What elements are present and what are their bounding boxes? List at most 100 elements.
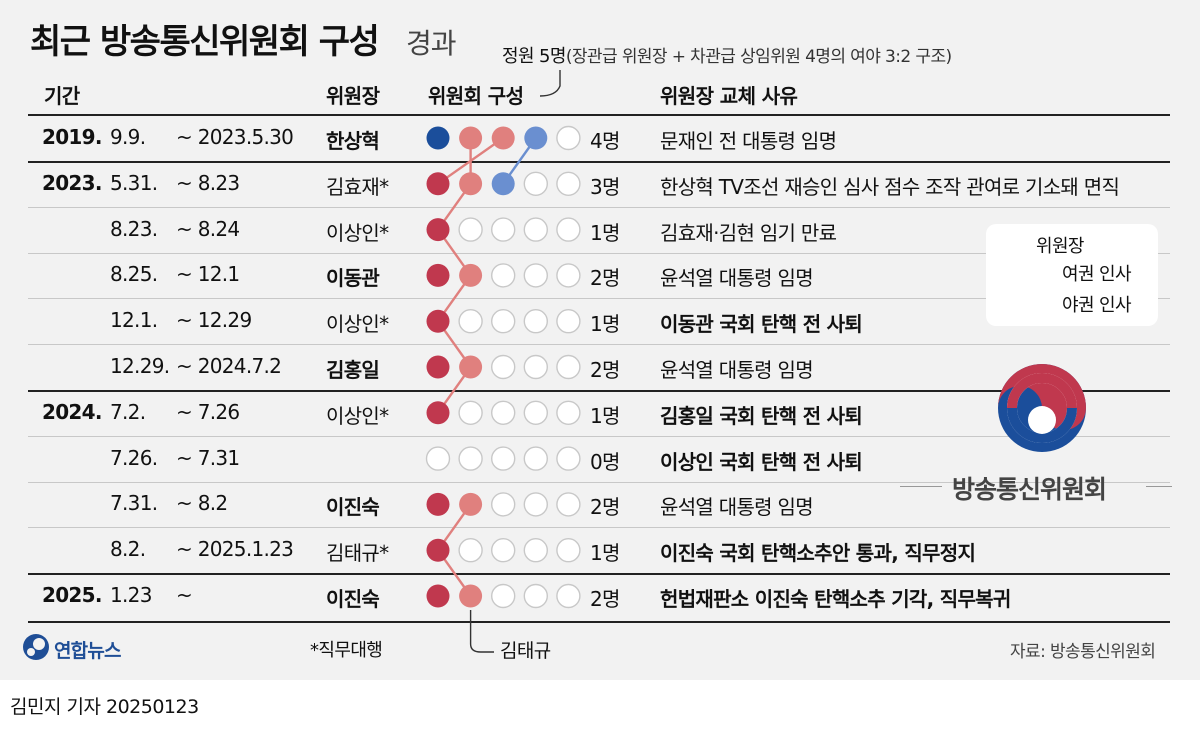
chair-seat-circle bbox=[426, 355, 450, 379]
row-end: ~ 2025.1.23 bbox=[176, 537, 294, 562]
row-chair: 한상혁 bbox=[326, 129, 380, 153]
empty-seat-circle bbox=[491, 354, 516, 380]
member-seat-circle bbox=[459, 263, 483, 287]
row-chair: 이상인* bbox=[326, 220, 389, 245]
row-count: 1명 bbox=[590, 312, 620, 337]
member-seat-circle bbox=[459, 584, 483, 608]
yonhap-name: 연합뉴스 bbox=[54, 640, 122, 662]
row-year: 2024. bbox=[42, 399, 102, 424]
row-reason: 윤석열 대통령 임명 bbox=[660, 495, 814, 520]
capacity-label: 정원 5명 bbox=[502, 46, 566, 67]
row-count: 2명 bbox=[590, 587, 620, 611]
empty-seat-circle bbox=[491, 538, 516, 563]
row-rule bbox=[28, 344, 1170, 346]
row-reason: 윤석열 대통령 임명 bbox=[660, 266, 814, 291]
empty-seat-circle bbox=[491, 583, 516, 609]
byline: 김민지 기자 20250123 bbox=[10, 696, 199, 718]
row-chair: 이진숙 bbox=[326, 587, 380, 611]
empty-seat-circle bbox=[523, 263, 548, 288]
empty-seat-circle bbox=[491, 309, 516, 334]
page-title-suffix: 경과 bbox=[406, 27, 457, 60]
member-seat-circle bbox=[459, 492, 483, 516]
row-end: ~ 12.29 bbox=[176, 308, 252, 333]
row-rule bbox=[28, 206, 1170, 208]
row-reason: 김효재·김현 임기 만료 bbox=[660, 220, 837, 245]
empty-seat-circle bbox=[523, 446, 548, 471]
legend-opposition-label: 야권 인사 bbox=[1062, 295, 1132, 316]
row-chair: 김효재* bbox=[326, 174, 389, 199]
member-seat-circle bbox=[524, 126, 548, 150]
row-start: 7.2. bbox=[110, 399, 146, 424]
row-reason: 이상인 국회 탄핵 전 사퇴 bbox=[660, 449, 863, 474]
page-title: 최근 방송통신위원회 구성 bbox=[30, 22, 380, 62]
chair-seat-circle bbox=[426, 538, 450, 562]
empty-seat-circle bbox=[556, 309, 581, 334]
callout-name: 김태규 bbox=[500, 640, 551, 662]
row-end: ~ 12.1 bbox=[176, 262, 240, 287]
acting-note: *직무대행 bbox=[310, 640, 383, 661]
empty-seat-circle bbox=[556, 492, 581, 517]
row-end: ~ bbox=[176, 583, 193, 607]
row-rule bbox=[28, 481, 1170, 483]
row-end: ~ 2023.5.30 bbox=[176, 125, 294, 149]
empty-seat-circle bbox=[491, 217, 516, 242]
row-end: ~ 8.24 bbox=[176, 216, 240, 241]
empty-seat-circle bbox=[491, 263, 516, 288]
row-reason: 이동관 국회 탄핵 전 사퇴 bbox=[660, 312, 863, 337]
row-count: 0명 bbox=[590, 449, 620, 474]
row-reason: 이진숙 국회 탄핵소추안 통과, 직무정지 bbox=[660, 541, 976, 566]
member-seat-circle bbox=[459, 172, 483, 196]
row-count: 1명 bbox=[590, 220, 620, 245]
yonhap-logo-icon bbox=[23, 634, 49, 660]
row-count: 2명 bbox=[590, 495, 620, 520]
row-count: 3명 bbox=[590, 174, 620, 199]
row-end: ~ 7.31 bbox=[176, 445, 240, 470]
row-start: 5.31. bbox=[110, 170, 158, 195]
capacity-detail: (장관급 위원장 + 차관급 상임위원 4명의 여야 3:2 구조) bbox=[565, 47, 952, 67]
empty-seat-circle bbox=[458, 538, 483, 563]
legend-chair-label: 위원장 bbox=[1036, 236, 1084, 257]
row-end: ~ 2024.7.2 bbox=[176, 354, 282, 378]
empty-seat-circle bbox=[556, 171, 581, 197]
row-count: 2명 bbox=[590, 266, 620, 291]
table-bottom-rule bbox=[28, 620, 1170, 623]
empty-seat-circle bbox=[425, 446, 451, 471]
header-period: 기간 bbox=[44, 84, 80, 108]
empty-seat-circle bbox=[491, 446, 516, 471]
row-chair: 이동관 bbox=[326, 266, 380, 291]
row-count: 1명 bbox=[590, 403, 620, 428]
empty-seat-circle bbox=[556, 217, 581, 242]
header-chair: 위원장 bbox=[326, 84, 380, 108]
row-reason: 문재인 전 대통령 임명 bbox=[660, 129, 837, 153]
chair-seat-circle bbox=[426, 126, 450, 150]
empty-seat-circle bbox=[523, 171, 548, 197]
row-rule bbox=[28, 527, 1170, 529]
row-chair: 이진숙 bbox=[326, 495, 380, 520]
member-seat-circle bbox=[491, 126, 515, 150]
empty-seat-circle bbox=[556, 125, 581, 151]
empty-seat-circle bbox=[556, 446, 581, 471]
empty-seat-circle bbox=[556, 400, 581, 425]
chair-seat-circle bbox=[426, 584, 450, 608]
row-count: 2명 bbox=[590, 358, 620, 382]
row-start: 7.26. bbox=[110, 445, 158, 470]
kcc-divider-left bbox=[900, 486, 942, 487]
chair-seat-circle bbox=[426, 309, 450, 333]
empty-seat-circle bbox=[523, 400, 548, 425]
promotion-connector bbox=[437, 137, 504, 185]
year-rule bbox=[28, 573, 1170, 576]
empty-seat-circle bbox=[491, 492, 516, 517]
row-start: 12.29. bbox=[110, 354, 170, 378]
empty-seat-circle bbox=[458, 446, 483, 471]
row-start: 8.23. bbox=[110, 216, 158, 241]
empty-seat-circle bbox=[556, 354, 581, 380]
empty-seat-circle bbox=[556, 583, 581, 609]
empty-seat-circle bbox=[523, 309, 548, 334]
empty-seat-circle bbox=[556, 538, 581, 563]
chair-seat-circle bbox=[426, 218, 450, 242]
empty-seat-circle bbox=[523, 217, 548, 242]
empty-seat-circle bbox=[458, 309, 483, 334]
row-start: 1.23 bbox=[110, 583, 152, 607]
row-end: ~ 7.26 bbox=[176, 399, 240, 424]
header-rule bbox=[28, 114, 1170, 116]
